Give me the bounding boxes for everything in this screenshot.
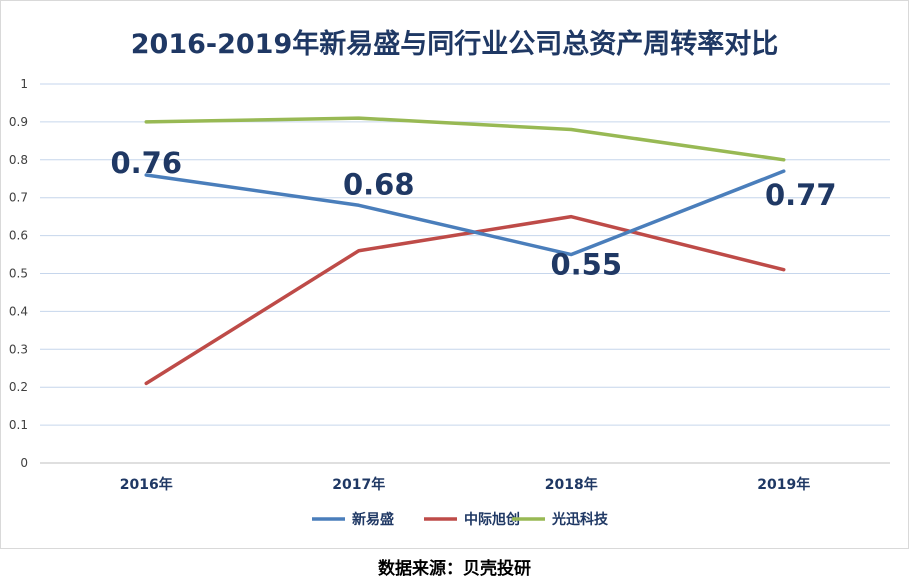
y-tick-label: 0.9 xyxy=(9,115,28,129)
data-label: 0.77 xyxy=(765,178,837,212)
y-tick-label: 0.1 xyxy=(9,418,28,432)
grid-lines xyxy=(40,83,890,464)
legend-label: 新易盛 xyxy=(352,511,394,528)
chart-title: 2016-2019年新易盛与同行业公司总资产周转率对比 xyxy=(130,29,779,60)
series-lines xyxy=(144,116,786,386)
y-tick-label: 1 xyxy=(20,77,28,91)
x-tick-label: 2019年 xyxy=(757,476,810,493)
series-line xyxy=(144,116,786,162)
y-tick-label: 0.8 xyxy=(9,153,28,167)
data-labels: 0.76 0.68 0.55 0.77 xyxy=(110,146,836,282)
data-label: 0.68 xyxy=(343,167,415,201)
y-tick-label: 0.4 xyxy=(9,304,28,318)
line-chart: 0 0.1 0.2 0.3 0.4 0.5 0.6 0.7 0.8 0.9 1 2016年 2017年… xyxy=(9,77,890,528)
y-tick-label: 0.2 xyxy=(9,380,28,394)
legend-item: 新易盛 xyxy=(312,511,394,528)
y-tick-label: 0 xyxy=(20,456,28,470)
series-line xyxy=(144,214,786,386)
y-tick-label: 0.5 xyxy=(9,267,28,281)
y-tick-label: 0.6 xyxy=(9,229,28,243)
x-tick-label: 2017年 xyxy=(332,476,385,493)
x-axis-ticks: 2016年 2017年 2018年 2019年 xyxy=(120,476,810,493)
x-tick-label: 2016年 xyxy=(120,476,173,493)
chart-frame xyxy=(0,0,909,549)
legend: 新易盛 中际旭创 光迅科技 xyxy=(312,511,609,528)
data-label: 0.76 xyxy=(110,146,182,180)
legend-label: 中际旭创 xyxy=(464,511,520,528)
data-label: 0.55 xyxy=(550,248,622,282)
y-tick-label: 0.7 xyxy=(9,191,28,205)
series-line xyxy=(144,169,786,257)
x-tick-label: 2018年 xyxy=(545,476,598,493)
y-axis-ticks: 0 0.1 0.2 0.3 0.4 0.5 0.6 0.7 0.8 0.9 1 xyxy=(9,77,28,470)
legend-item: 中际旭创 xyxy=(424,511,520,528)
source-note: 数据来源：贝壳投研 xyxy=(378,559,531,579)
legend-item: 光迅科技 xyxy=(512,511,609,528)
legend-label: 光迅科技 xyxy=(551,511,609,528)
y-tick-label: 0.3 xyxy=(9,342,28,356)
